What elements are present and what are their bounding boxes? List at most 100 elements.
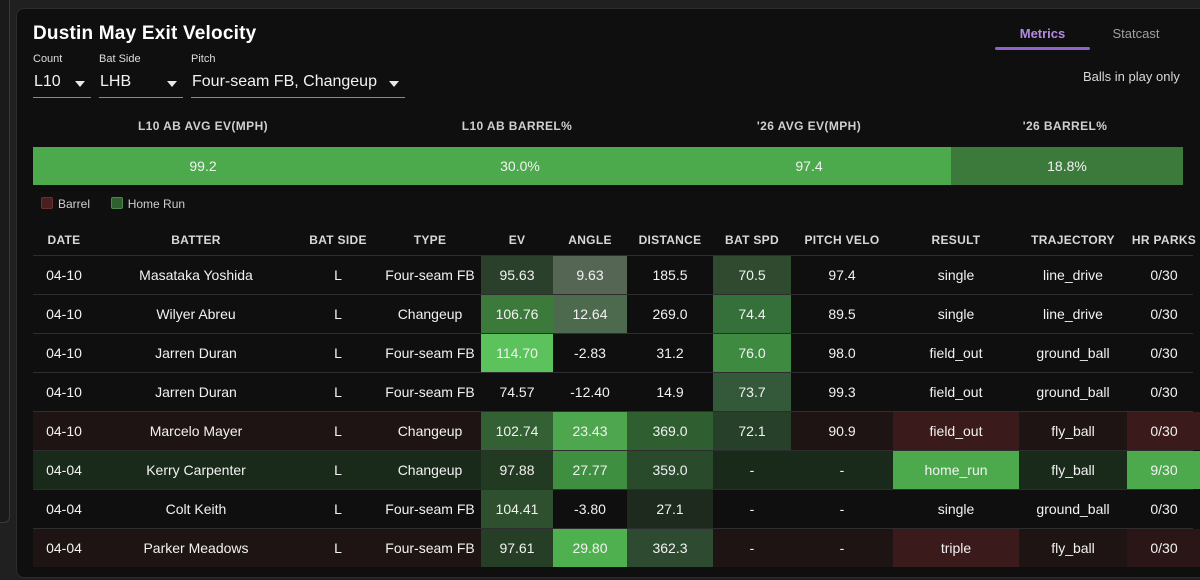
cell-distance: 31.2 [656, 345, 684, 361]
cell-date: 04-10 [46, 345, 82, 361]
table-row[interactable]: 04-10 Marcelo Mayer L Changeup 102.74 23.43 36… [33, 411, 1200, 450]
cell-hr-parks: 0/30 [1127, 412, 1200, 450]
cell-result: single [937, 267, 975, 283]
cell-distance: 14.9 [656, 384, 684, 400]
summary-label-season-barrel: '26 BARREL% [1022, 119, 1108, 133]
page-title: Dustin May Exit Velocity [33, 23, 257, 44]
column-header-ev[interactable]: EV [508, 233, 526, 247]
cell-batter: Parker Meadows [143, 540, 249, 556]
cell-type: Four-seam FB [385, 540, 475, 556]
active-tab-indicator [995, 47, 1090, 50]
table-row[interactable]: 04-10 Jarren Duran L Four-seam FB 114.70 -2.8… [33, 333, 1193, 372]
cell-pitch-velo: - [839, 501, 845, 517]
cell-result: field_out [929, 384, 983, 400]
cell-result: single [937, 306, 975, 322]
cell-bat-side: L [334, 267, 342, 283]
pitch-select[interactable]: Four-seam FB, Changeup [191, 71, 405, 98]
column-header-distance[interactable]: DISTANCE [638, 233, 702, 247]
cell-hr-parks: 9/30 [1127, 451, 1200, 489]
cell-hr-parks: 0/30 [1150, 384, 1178, 400]
table-row[interactable]: 04-04 Parker Meadows L Four-seam FB 97.61 29.… [33, 528, 1200, 567]
column-header-batter[interactable]: BATTER [171, 233, 221, 247]
bat-side-select[interactable]: LHB [99, 71, 183, 98]
cell-trajectory: fly_ball [1051, 462, 1095, 478]
cell-ev: 95.63 [481, 256, 553, 294]
table-row[interactable]: 04-10 Jarren Duran L Four-seam FB 74.57 -12.4… [33, 372, 1193, 411]
column-header-angle[interactable]: ANGLE [568, 233, 612, 247]
cell-hr-parks: 0/30 [1150, 345, 1178, 361]
exit-velocity-table: DATE BATTER BAT SIDE TYPE EV ANGLE DISTANCE BAT… [33, 225, 1200, 567]
table-row[interactable]: 04-10 Wilyer Abreu L Changeup 106.76 12.64 269… [33, 294, 1193, 333]
cell-bat-spd: 70.5 [713, 256, 791, 294]
legend-home-run-label: Home Run [127, 197, 186, 211]
cell-bat-spd: - [749, 462, 755, 478]
cell-distance: 185.5 [652, 267, 688, 283]
cell-distance: 27.1 [627, 490, 713, 528]
cell-bat-spd: 72.1 [713, 412, 791, 450]
summary-value-season-barrel: 18.8% [951, 147, 1183, 185]
pitch-select-value: Four-seam FB, Changeup [192, 73, 377, 90]
cell-type: Changeup [397, 423, 463, 439]
table-row[interactable]: 04-04 Kerry Carpenter L Changeup 97.88 27.77 3… [33, 450, 1200, 489]
summary-value-season-avg-ev: 97.4 [667, 147, 951, 185]
cell-bat-side: L [334, 423, 342, 439]
cell-pitch-velo: 98.0 [828, 345, 856, 361]
cell-batter: Masataka Yoshida [139, 267, 253, 283]
summary-label-l10-avg-ev: L10 AB AVG EV(MPH) [137, 119, 269, 133]
view-tabs: Metrics Statcast [995, 23, 1195, 53]
table-row[interactable]: 04-10 Masataka Yoshida L Four-seam FB 95.63 9… [33, 255, 1193, 294]
column-header-bat-side[interactable]: BAT SIDE [309, 233, 367, 247]
count-select[interactable]: L10 [33, 71, 91, 98]
cell-bat-spd: - [749, 501, 755, 517]
cell-result: field_out [929, 345, 983, 361]
cell-distance: 362.3 [627, 529, 713, 567]
cell-batter: Marcelo Mayer [149, 423, 243, 439]
cell-bat-side: L [334, 345, 342, 361]
column-header-result[interactable]: RESULT [931, 233, 981, 247]
cell-ev: 106.76 [481, 295, 553, 333]
cell-ev: 114.70 [481, 334, 553, 372]
column-header-trajectory[interactable]: TRAJECTORY [1031, 233, 1115, 247]
cell-bat-spd: 74.4 [713, 295, 791, 333]
bat-side-filter: Bat Side LHB [99, 53, 183, 98]
cell-distance: 359.0 [627, 451, 713, 489]
cell-date: 04-10 [46, 423, 82, 439]
cell-trajectory: ground_ball [1036, 345, 1110, 361]
table-body: 04-10 Masataka Yoshida L Four-seam FB 95.63 9… [33, 255, 1200, 567]
tab-statcast[interactable]: Statcast [1112, 26, 1160, 41]
cell-pitch-velo: - [839, 462, 845, 478]
chevron-down-icon [75, 81, 85, 87]
table-header: DATE BATTER BAT SIDE TYPE EV ANGLE DISTANCE BAT… [33, 225, 1196, 255]
count-filter: Count L10 [33, 53, 91, 98]
cell-type: Four-seam FB [385, 345, 475, 361]
column-header-type[interactable]: TYPE [413, 233, 447, 247]
cell-hr-parks: 0/30 [1150, 267, 1178, 283]
cell-distance: 369.0 [627, 412, 713, 450]
balls-in-play-note: Balls in play only [1083, 69, 1180, 84]
cell-date: 04-04 [46, 501, 82, 517]
column-header-hr-parks[interactable]: HR PARKS [1131, 233, 1197, 247]
summary-label-l10-barrel: L10 AB BARREL% [461, 119, 573, 133]
summary-bar: 99.2 30.0% 97.4 18.8% [33, 147, 1183, 185]
cell-batter: Jarren Duran [155, 384, 237, 400]
cell-date: 04-04 [46, 462, 82, 478]
cell-hr-parks: 0/30 [1127, 529, 1200, 567]
count-filter-label: Count [33, 53, 63, 65]
column-header-bat-spd[interactable]: BAT SPD [725, 233, 779, 247]
chevron-down-icon [389, 81, 399, 87]
cell-pitch-velo: 97.4 [828, 267, 856, 283]
legend: Barrel Home Run [41, 197, 185, 211]
cell-bat-side: L [334, 540, 342, 556]
cell-trajectory: fly_ball [1051, 423, 1095, 439]
column-header-date[interactable]: DATE [47, 233, 81, 247]
count-select-value: L10 [34, 73, 61, 90]
cell-angle: 12.64 [553, 295, 627, 333]
cell-ev: 97.61 [481, 529, 553, 567]
column-header-pitch-velo[interactable]: PITCH VELO [804, 233, 880, 247]
table-row[interactable]: 04-04 Colt Keith L Four-seam FB 104.41 -3.80 2… [33, 489, 1193, 528]
barrel-swatch [41, 197, 53, 209]
cell-distance: 269.0 [652, 306, 688, 322]
tab-metrics[interactable]: Metrics [1019, 26, 1066, 41]
cell-trajectory: ground_ball [1036, 384, 1110, 400]
cell-type: Changeup [397, 462, 463, 478]
